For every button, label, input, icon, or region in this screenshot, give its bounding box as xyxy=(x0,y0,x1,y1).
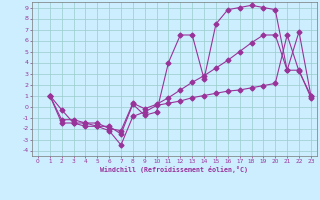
X-axis label: Windchill (Refroidissement éolien,°C): Windchill (Refroidissement éolien,°C) xyxy=(100,166,248,173)
